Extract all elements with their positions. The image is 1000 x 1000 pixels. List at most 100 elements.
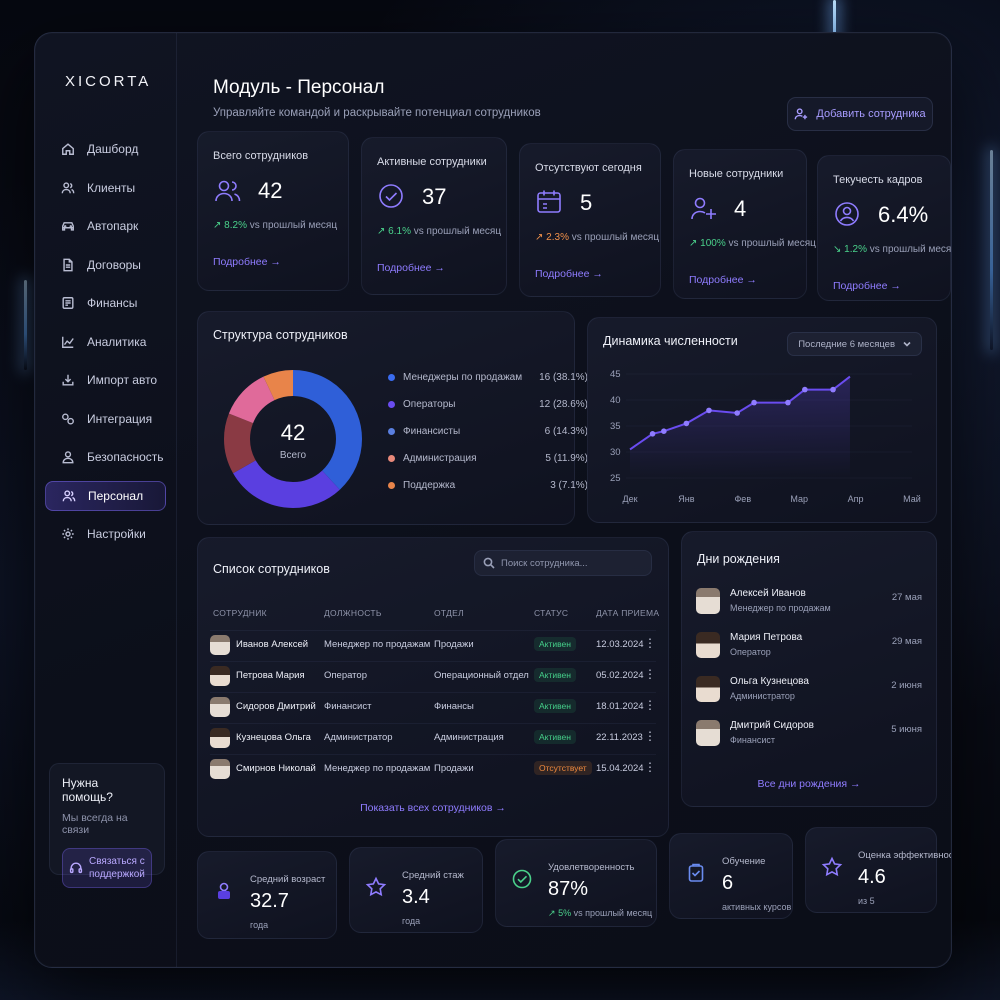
- sidebar-item-analytics[interactable]: Аналитика: [45, 327, 166, 357]
- page-title: Модуль - Персонал: [213, 77, 385, 98]
- stat-sub: года: [250, 920, 269, 930]
- legend-name: Поддержка: [403, 480, 456, 491]
- kpi-delta: ↗ 100% vs прошлый месяц: [689, 238, 816, 249]
- arrow-down-icon: ↘: [833, 244, 842, 255]
- birthday-item[interactable]: Алексей Иванов Менеджер по продажам 27 м…: [696, 584, 922, 624]
- x-tick-label: Апр: [848, 494, 864, 504]
- kpi-details-link[interactable]: Подробнее →: [213, 256, 281, 268]
- sidebar-item-security[interactable]: Безопасность: [45, 442, 166, 472]
- star-icon: [821, 856, 845, 880]
- table-row[interactable]: Иванов Алексей Менеджер по продажам Прод…: [210, 630, 656, 660]
- more-icon[interactable]: ⋮: [644, 667, 656, 681]
- birthday-name: Мария Петрова: [730, 632, 803, 643]
- birthdays-card: Дни рождения Алексей Иванов Менеджер по …: [681, 531, 937, 807]
- stat-value: 6: [722, 872, 734, 894]
- download-icon: [62, 374, 74, 386]
- kpi-delta-text: vs прошлый месяц: [571, 232, 660, 243]
- birthday-item[interactable]: Мария Петрова Оператор 29 мая: [696, 628, 922, 668]
- status-badge: Активен: [534, 730, 576, 744]
- birthday-date: 29 мая: [891, 636, 922, 647]
- birthdays-title: Дни рождения: [697, 552, 780, 566]
- sidebar-item-label: Аналитика: [87, 334, 147, 349]
- birthday-item[interactable]: Ольга Кузнецова Администратор 2 июня: [696, 672, 922, 712]
- birthday-name: Алексей Иванов: [730, 588, 806, 599]
- table-row[interactable]: Кузнецова Ольга Администратор Администра…: [210, 723, 656, 753]
- stat-card-tenure: Средний стаж 3.4 года: [349, 847, 483, 933]
- employee-name: Смирнов Николай: [236, 763, 316, 774]
- y-tick-label: 40: [610, 395, 621, 406]
- arrow-right-icon: →: [850, 778, 861, 790]
- more-icon[interactable]: ⋮: [644, 698, 656, 712]
- stat-delta: 5%: [558, 908, 572, 918]
- legend-dot: [388, 428, 395, 435]
- birthday-name: Дмитрий Сидоров: [730, 720, 814, 731]
- user-cycle-icon: [833, 200, 863, 230]
- y-tick-label: 35: [610, 421, 621, 432]
- sidebar-item-import[interactable]: Импорт авто: [45, 365, 166, 395]
- neon-light: [990, 150, 993, 350]
- main-content: Модуль - Персонал Управляйте командой и …: [195, 33, 951, 967]
- column-header: ДОЛЖНОСТЬ: [324, 608, 382, 618]
- stat-sub: ↗ 5% vs прошлый месяц: [548, 908, 652, 919]
- neon-light: [24, 280, 27, 370]
- show-all-employees-link[interactable]: Показать всех сотрудников →: [198, 802, 668, 814]
- employee-search[interactable]: [474, 550, 652, 576]
- kpi-details-label: Подробнее: [213, 256, 268, 268]
- more-icon[interactable]: ⋮: [644, 729, 656, 743]
- y-tick-label: 30: [610, 447, 621, 458]
- kpi-title: Отсутствуют сегодня: [535, 162, 642, 174]
- kpi-card-turnover: Текучесть кадров 6.4% ↘ 1.2% vs прошлый …: [817, 155, 951, 301]
- line-area: [630, 376, 850, 478]
- more-icon[interactable]: ⋮: [644, 760, 656, 774]
- kpi-details-link[interactable]: Подробнее →: [535, 268, 603, 280]
- period-select[interactable]: Последние 6 месяцев: [787, 332, 922, 356]
- add-employee-button[interactable]: Добавить сотрудника: [787, 97, 933, 131]
- legend-name: Финансисты: [403, 426, 461, 437]
- sidebar-item-personnel[interactable]: Персонал: [45, 480, 166, 511]
- arrow-up-icon: ↗: [689, 238, 698, 249]
- kpi-details-link[interactable]: Подробнее →: [833, 280, 901, 292]
- check-circle-icon: [377, 182, 407, 212]
- column-header: СОТРУДНИК: [213, 608, 267, 618]
- kpi-details-label: Подробнее: [535, 268, 590, 280]
- sidebar: XICORTA Дашборд Клиенты Автопарк Договор…: [35, 33, 177, 967]
- user-shield-icon: [62, 451, 74, 464]
- sidebar-item-integration[interactable]: Интеграция: [45, 404, 166, 434]
- sidebar-item-dashboard[interactable]: Дашборд: [45, 134, 166, 164]
- sidebar-item-settings[interactable]: Настройки: [45, 519, 166, 549]
- table-row[interactable]: Сидоров Дмитрий Финансист Финансы Активе…: [210, 692, 656, 722]
- kpi-card-new: Новые сотрудники 4 ↗ 100% vs прошлый мес…: [673, 149, 816, 299]
- kpi-details-link[interactable]: Подробнее →: [377, 262, 445, 274]
- chart-icon: [62, 336, 74, 348]
- employee-name: Иванов Алексей: [236, 639, 309, 650]
- kpi-card-active: Активные сотрудники 37 ↗ 6.1% vs прошлый…: [361, 137, 507, 295]
- kpi-details-link[interactable]: Подробнее →: [689, 274, 757, 286]
- user-plus-icon: [795, 108, 808, 120]
- table-row[interactable]: Петрова Мария Оператор Операционный отде…: [210, 661, 656, 691]
- birthday-item[interactable]: Дмитрий Сидоров Финансист 5 июня: [696, 716, 922, 756]
- structure-title: Структура сотрудников: [213, 328, 348, 342]
- sidebar-item-fleet[interactable]: Автопарк: [45, 211, 166, 241]
- structure-card: Структура сотрудников 42 Всего Менеджеры…: [197, 311, 588, 525]
- kpi-title: Новые сотрудники: [689, 168, 784, 180]
- employee-name: Кузнецова Ольга: [236, 732, 311, 743]
- sidebar-item-clients[interactable]: Клиенты: [45, 173, 166, 203]
- table-row[interactable]: Смирнов Николай Менеджер по продажам Про…: [210, 754, 656, 784]
- sidebar-item-contracts[interactable]: Договоры: [45, 250, 166, 280]
- legend-value: 6 (14.3%): [544, 426, 588, 437]
- car-icon: [62, 222, 74, 231]
- search-input[interactable]: [501, 557, 641, 569]
- all-birthdays-link[interactable]: Все дни рождения →: [682, 778, 936, 790]
- birthday-role: Оператор: [730, 647, 771, 657]
- more-icon[interactable]: ⋮: [644, 636, 656, 650]
- arrow-up-icon: ↗: [377, 226, 386, 237]
- sidebar-item-finance[interactable]: Финансы: [45, 288, 166, 318]
- kpi-delta: ↗ 2.3% vs прошлый месяц: [535, 232, 659, 243]
- avatar: [696, 588, 720, 614]
- contact-support-button[interactable]: Связаться с поддержкой: [62, 848, 152, 888]
- y-tick-label: 25: [610, 473, 621, 484]
- help-card: Нужна помощь? Мы всегда на связи Связать…: [49, 763, 165, 888]
- stat-label: Средний стаж: [402, 870, 464, 881]
- legend-dot: [388, 401, 395, 408]
- donut-center-value: 42: [280, 420, 306, 445]
